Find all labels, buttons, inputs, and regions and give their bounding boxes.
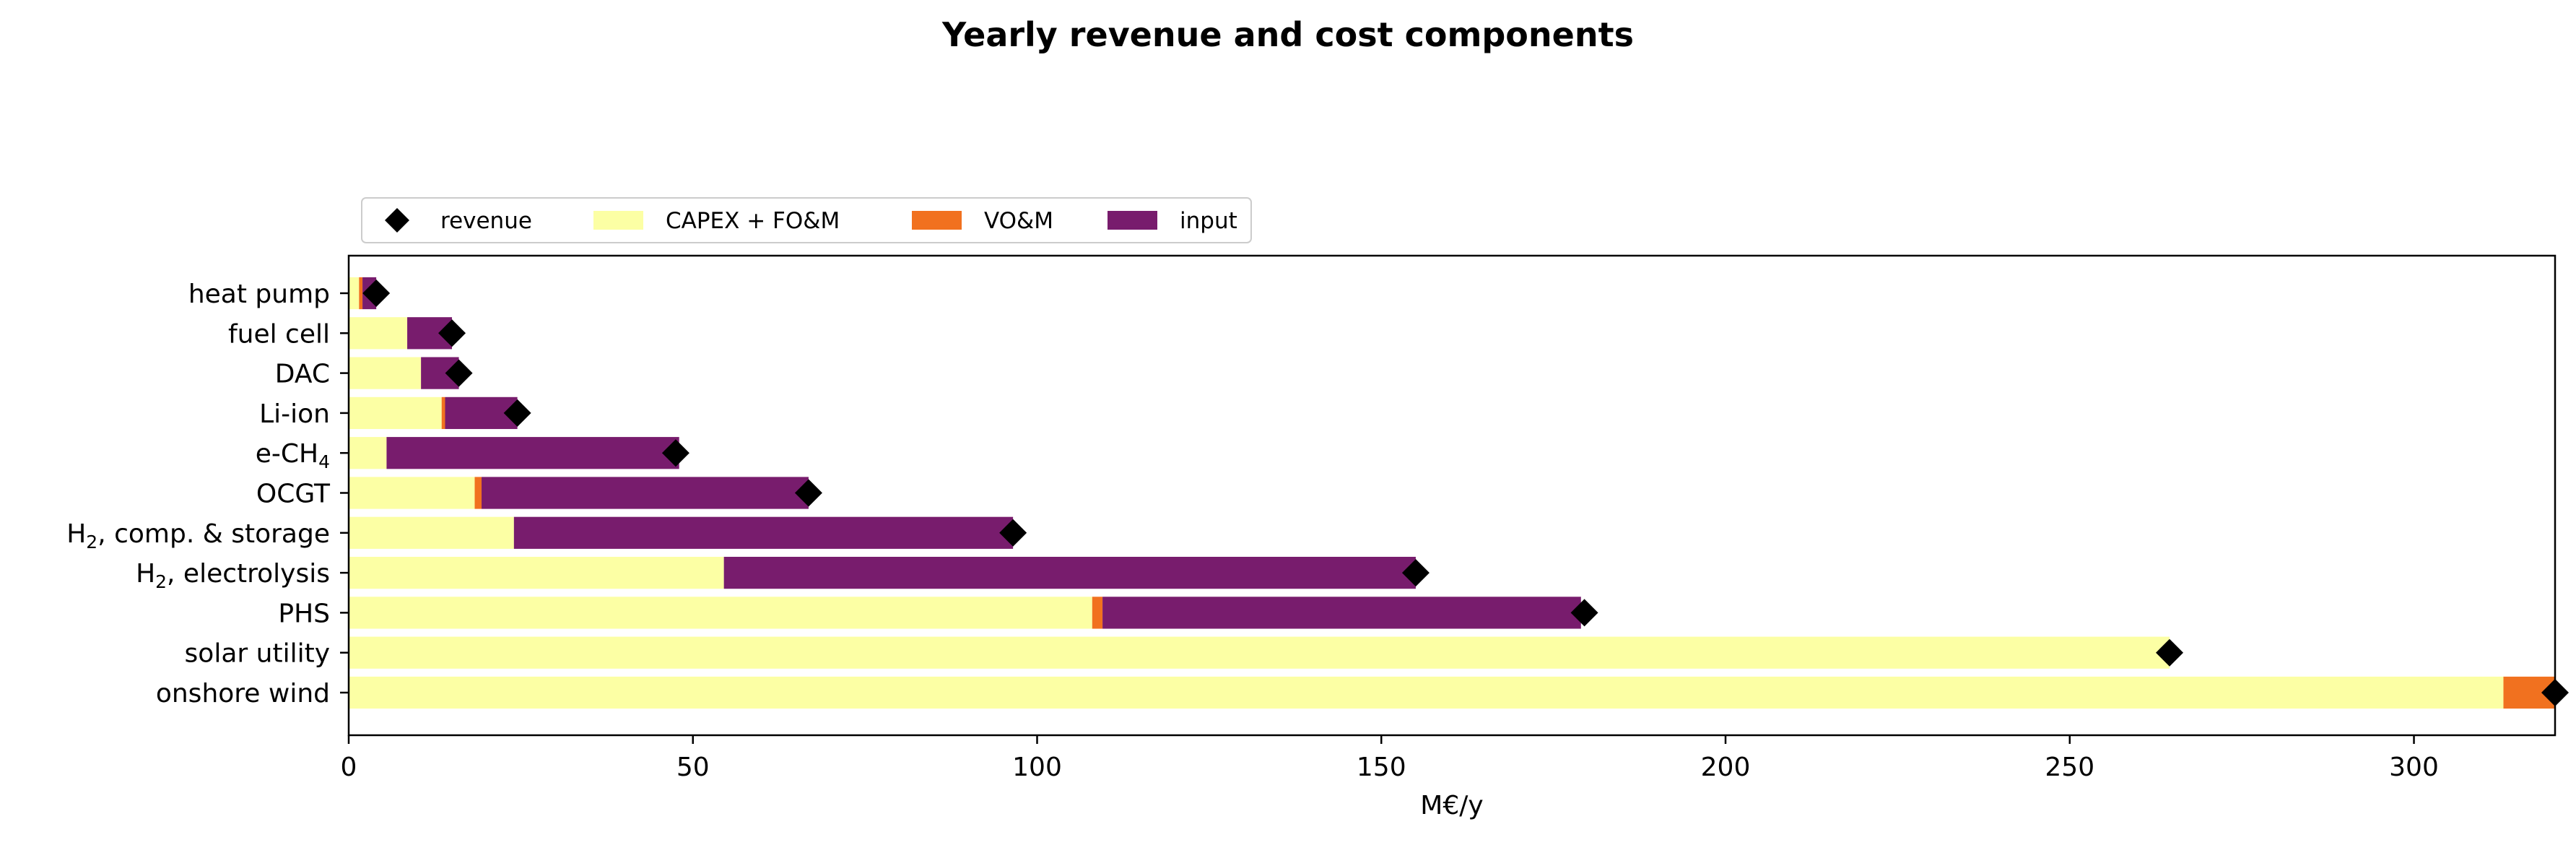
y-axis: heat pump fuel cell DAC Li-ion e-CH4 OCGT H2, … [66,280,349,708]
legend-swatch [912,211,962,230]
y-tick-label: PHS [278,599,330,628]
revenue-marker [999,519,1027,547]
bar-segment [1092,597,1103,629]
plot-frame [347,254,2557,737]
y-tick-label: H2, electrolysis [136,559,330,592]
revenue-marker [2156,638,2184,667]
revenue-marker [1401,559,1430,587]
x-tick-label: 150 [1357,753,1406,782]
bar-segment [513,516,1014,549]
x-tick-label: 200 [1701,753,1751,782]
bar-segment [359,277,363,310]
bar-segment [441,396,445,430]
revenue-marker [362,280,391,307]
legend-frame [361,197,1252,243]
bar-segment [349,437,387,469]
y-tick-label: Li-ion [259,399,330,429]
bar-segment [349,636,2170,669]
x-tick-label: 100 [1012,753,1062,782]
y-tick-label: onshore wind [156,679,330,708]
chart-title: Yearly revenue and cost components [941,15,1634,54]
bar-segment [482,477,809,509]
bar-segment [349,277,360,310]
legend-swatch [1108,211,1157,230]
revenue-marker [1570,599,1598,627]
legend-label: VO&M [984,208,1053,234]
legend-marker-revenue [385,208,409,233]
legend-swatch [593,211,643,230]
y-tick-label: solar utility [185,639,330,669]
bar-segment [349,396,442,430]
x-tick-label: 0 [341,753,357,782]
legend-label: revenue [440,208,532,234]
x-axis: 0 50 100 150 200 250 300 [341,735,2439,782]
legend-label: CAPEX + FO&M [666,208,840,234]
revenue-marker [794,479,822,507]
revenue-marker [445,359,473,387]
y-tick-label: OCGT [256,480,331,509]
y-tick-label: heat pump [188,280,330,309]
bar-segment [474,477,482,509]
y-tick-label: fuel cell [228,319,330,349]
bars-layer [349,277,2555,709]
revenue-marker [503,399,531,427]
y-tick-label: e-CH4 [256,439,330,472]
bar-segment [349,317,408,350]
bar-segment [723,556,1416,589]
legend: revenue CAPEX + FO&M VO&M input [361,197,1252,243]
bar-segment [349,516,514,549]
x-axis-label: M€/y [1420,791,1483,820]
x-tick-label: 250 [2045,753,2094,782]
legend-label: input [1180,208,1237,234]
bar-segment [386,437,679,469]
bar-segment [349,556,724,589]
bar-segment [349,676,2504,709]
revenue-marker [438,319,466,347]
x-tick-label: 300 [2389,753,2439,782]
bar-segment [1102,597,1581,629]
bar-segment [349,477,475,509]
revenue-marker [661,439,689,467]
y-tick-label: DAC [275,360,330,389]
x-tick-label: 50 [676,753,710,782]
bar-segment [349,357,422,389]
y-tick-label: H2, comp. & storage [66,519,330,552]
bar-segment [349,597,1092,629]
legend-items: revenue CAPEX + FO&M VO&M input [385,208,1237,234]
